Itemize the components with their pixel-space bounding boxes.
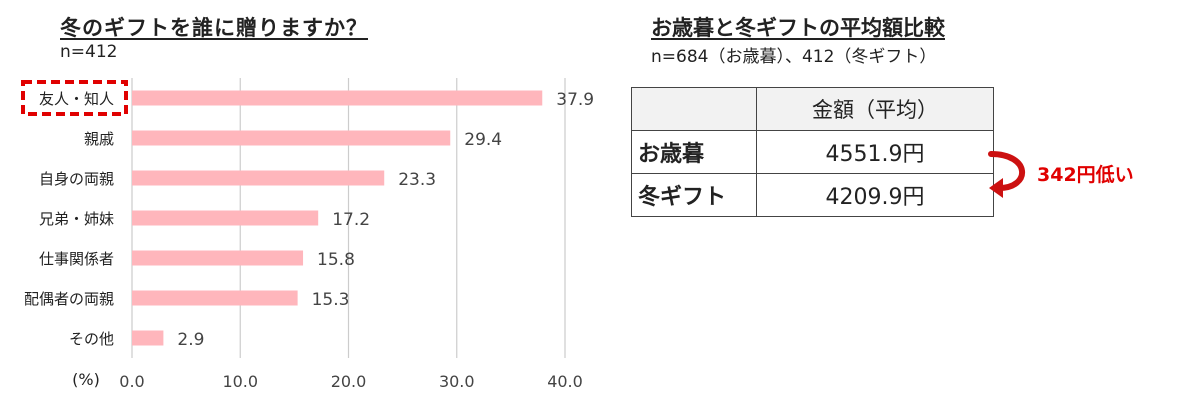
difference-label: 342円低い — [1037, 164, 1134, 186]
bar — [132, 330, 164, 346]
x-tick-label: 30.0 — [439, 372, 475, 391]
table-header-row: 金額（平均） — [631, 87, 994, 131]
bar — [132, 210, 319, 226]
table-row: 冬ギフト 4209.9円 — [631, 173, 994, 217]
table-row: お歳暮 4551.9円 — [631, 130, 994, 174]
bar-chart: 37.9 友人・知人 29.4 親戚 23.3 自身の両親 17.2 兄弟・姉妹 15.8 仕事関… — [21, 78, 594, 391]
table-corner-cell — [631, 87, 757, 131]
bar-value-label: 29.4 — [464, 130, 502, 150]
category-label: 兄弟・姉妹 — [39, 210, 114, 228]
category-label: 配偶者の両親 — [24, 290, 114, 308]
row-value-winter-gift: 4209.9円 — [756, 173, 994, 217]
category-label: その他 — [69, 330, 114, 348]
x-tick-label: 10.0 — [222, 372, 258, 391]
highlight-box — [21, 80, 128, 116]
x-tick-label: 0.0 — [119, 372, 144, 391]
bar — [132, 250, 304, 266]
category-label: 友人・知人 — [39, 90, 114, 108]
category-label: 親戚 — [84, 130, 114, 148]
bar-value-label: 37.9 — [556, 90, 594, 110]
category-label: 自身の両親 — [39, 170, 114, 188]
bar-value-label: 2.9 — [177, 330, 204, 350]
left-sample-size: n=412 — [60, 42, 118, 62]
bar-value-label: 15.8 — [317, 250, 355, 270]
row-label-oseibo: お歳暮 — [631, 130, 757, 174]
table-header-amount: 金額（平均） — [756, 87, 994, 131]
bar-value-label: 23.3 — [398, 170, 436, 190]
x-tick-label: 20.0 — [331, 372, 367, 391]
right-sample-size: n=684（お歳暮）、412（冬ギフト） — [651, 47, 937, 67]
category-label: 仕事関係者 — [39, 250, 114, 268]
curved-arrow-icon — [988, 151, 1026, 198]
bar-value-label: 15.3 — [312, 290, 350, 310]
bar — [132, 90, 543, 106]
left-chart-title: 冬のギフトを誰に贈りますか？ — [60, 16, 368, 40]
bar — [132, 130, 451, 146]
bar — [132, 170, 385, 186]
bar-value-label: 17.2 — [332, 210, 370, 230]
row-label-winter-gift: 冬ギフト — [631, 173, 757, 217]
bar — [132, 290, 298, 306]
x-tick-label: 40.0 — [547, 372, 583, 391]
right-title: お歳暮と冬ギフトの平均額比較 — [651, 16, 945, 40]
row-value-oseibo: 4551.9円 — [756, 130, 994, 174]
comparison-table: 金額（平均） お歳暮 4551.9円 冬ギフト 4209.9円 — [631, 87, 994, 217]
unit-label: (%) — [72, 370, 100, 389]
